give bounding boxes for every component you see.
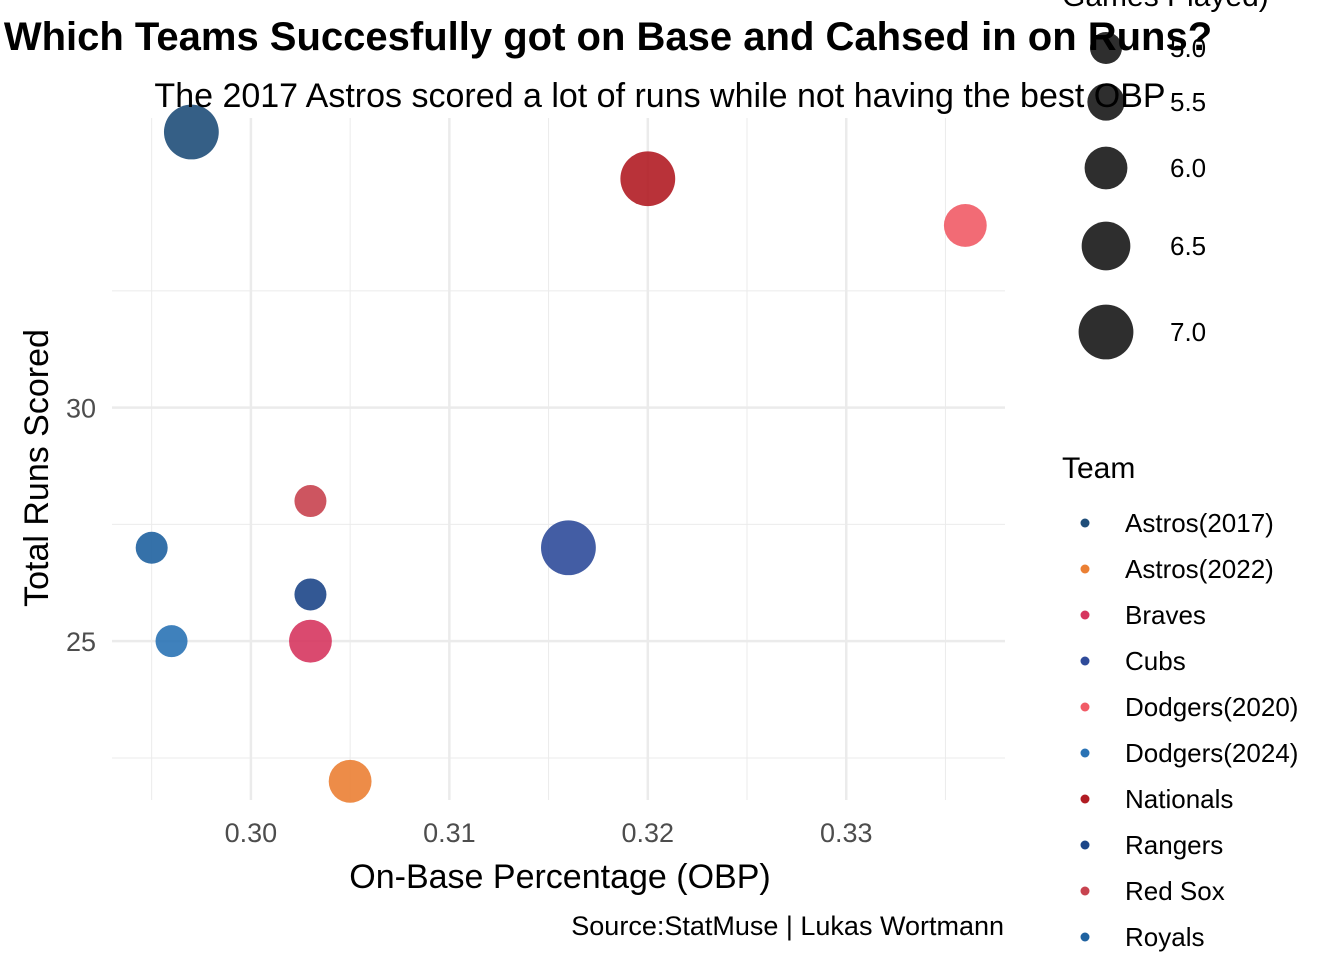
color-legend-key [1080,886,1090,896]
data-point [620,151,676,207]
data-point [135,531,168,564]
chart-title: Which Teams Succesfully got on Base and … [4,15,1212,59]
color-legend-key [1080,840,1090,850]
x-tick-label: 0.30 [225,818,278,848]
size-legend-key [1078,304,1134,360]
color-legend-key [1080,702,1090,712]
color-legend-key [1080,656,1090,666]
chart-caption: Source:StatMuse | Lukas Wortmann [571,911,1004,941]
color-legend-label: Rangers [1125,830,1223,860]
x-axis-ticks: 0.30 0.31 0.32 0.33 [225,818,873,848]
size-legend-label: 6.0 [1170,153,1206,183]
data-point [294,578,327,611]
y-axis-ticks: 25 30 [66,394,96,658]
major-gridlines [112,118,1005,800]
color-legend-label: Astros(2022) [1125,554,1274,584]
color-legend-label: Astros(2017) [1125,508,1274,538]
y-tick-label: 25 [66,627,96,657]
data-point [155,625,188,658]
x-tick-label: 0.33 [820,818,873,848]
size-legend-label: 5.0 [1170,33,1206,63]
color-legend-label: Royals [1125,922,1204,952]
minor-gridlines [112,118,1005,800]
data-points [135,104,987,803]
color-legend-label: Dodgers(2020) [1125,692,1298,722]
size-legend-label: 5.5 [1170,87,1206,117]
color-legend-title: Team [1062,452,1135,485]
data-point [328,759,372,803]
color-legend-key [1080,748,1090,758]
data-point [163,104,219,160]
color-legend-label: Cubs [1125,646,1186,676]
x-tick-label: 0.32 [622,818,675,848]
size-legend-label: 6.5 [1170,231,1206,261]
color-legend: Team Astros(2017) Astros(2022) Braves Cubs D… [1062,452,1298,952]
data-point [541,520,596,576]
size-legend-key [1084,146,1128,190]
y-axis-title: Total Runs Scored [18,329,56,607]
size-legend-key [1081,221,1131,271]
data-point [294,485,327,518]
data-point [943,204,987,247]
data-point [289,619,332,663]
size-legend: Games Played) 5.0 5.5 6.0 6.5 7.0 [1062,0,1269,360]
y-tick-label: 30 [66,394,96,424]
color-legend-label: Nationals [1125,784,1233,814]
x-axis-title: On-Base Percentage (OBP) [349,858,770,896]
x-tick-label: 0.31 [423,818,476,848]
color-legend-key [1080,932,1090,942]
size-legend-key [1087,83,1125,121]
color-legend-key [1080,610,1090,620]
color-legend-key [1080,564,1090,574]
size-legend-label: 7.0 [1170,317,1206,347]
size-legend-key [1090,32,1122,64]
color-legend-label: Dodgers(2024) [1125,738,1298,768]
color-legend-label: Red Sox [1125,876,1225,906]
color-legend-key [1080,794,1090,804]
chart-subtitle: The 2017 Astros scored a lot of runs whi… [154,77,1165,115]
color-legend-label: Braves [1125,600,1206,630]
size-legend-title: Games Played) [1062,0,1269,13]
color-legend-key [1080,518,1090,528]
